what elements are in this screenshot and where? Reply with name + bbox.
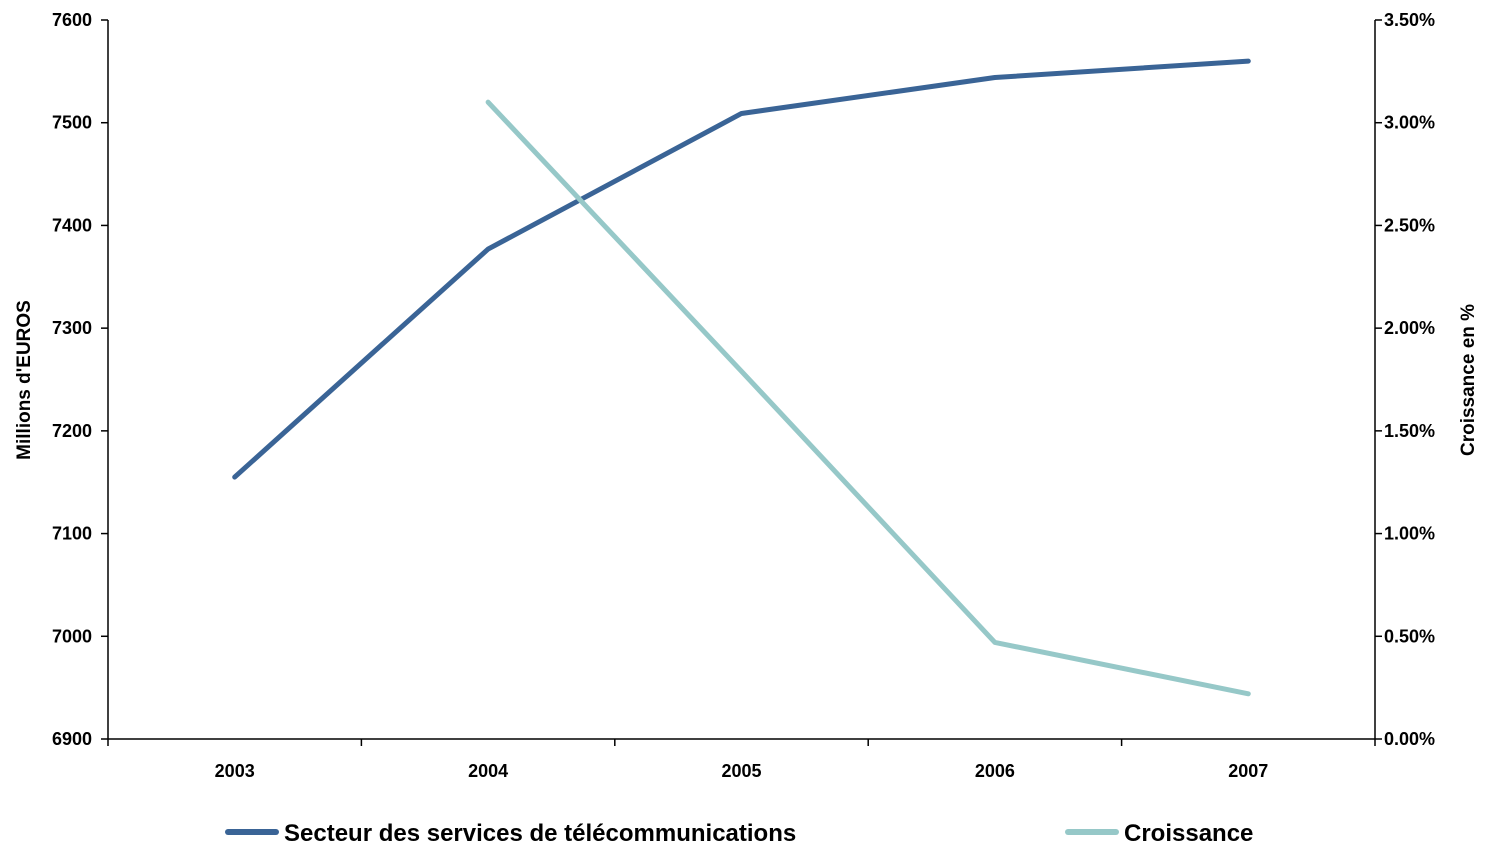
- right-axis-tick-label: 1.00%: [1384, 524, 1435, 544]
- series-lines: [232, 58, 1251, 697]
- x-axis-tick-label: 2003: [215, 761, 255, 781]
- right-axis-tick-label: 3.50%: [1384, 10, 1435, 30]
- x-axis-tick-label: 2007: [1228, 761, 1268, 781]
- left-axis-tick-label: 7400: [52, 215, 92, 235]
- right-axis-title: Croissance en %: [1458, 304, 1479, 456]
- right-axis-tick-label: 2.00%: [1384, 318, 1435, 338]
- left-axis-tick-label: 7200: [52, 421, 92, 441]
- tick-marks: [101, 19, 1382, 746]
- legend-label-croissance: Croissance: [1124, 820, 1253, 845]
- right-axis-tick-label: 1.50%: [1384, 421, 1435, 441]
- series-line-croissance: [485, 99, 1251, 697]
- left-axis-tick-label: 7500: [52, 113, 92, 133]
- right-axis-tick-label: 0.00%: [1384, 729, 1435, 749]
- x-axis-tick-label: 2004: [468, 761, 508, 781]
- x-axis-tick-label: 2006: [975, 761, 1015, 781]
- legend: Secteur des services de télécommunicatio…: [225, 820, 1253, 845]
- right-axis-tick-label: 3.00%: [1384, 113, 1435, 133]
- legend-label-telecom: Secteur des services de télécommunicatio…: [284, 820, 796, 845]
- left-axis-tick-label: 7000: [52, 626, 92, 646]
- left-axis-tick-label: 7300: [52, 318, 92, 338]
- left-axis-tick-label: 7100: [52, 524, 92, 544]
- axes: [107, 20, 1376, 740]
- left-axis-tick-label: 6900: [52, 729, 92, 749]
- tick-labels: 6900 7000 7100 7200 7300 7400 7500 7600 0.00% 0.5…: [52, 10, 1435, 781]
- right-axis-tick-label: 0.50%: [1384, 626, 1435, 646]
- left-axis-tick-label: 7600: [52, 10, 92, 30]
- x-axis-tick-label: 2005: [721, 761, 761, 781]
- series-line-telecom: [232, 58, 1251, 480]
- right-axis-tick-label: 2.50%: [1384, 215, 1435, 235]
- left-axis-title: Millions d'EUROS: [14, 300, 35, 460]
